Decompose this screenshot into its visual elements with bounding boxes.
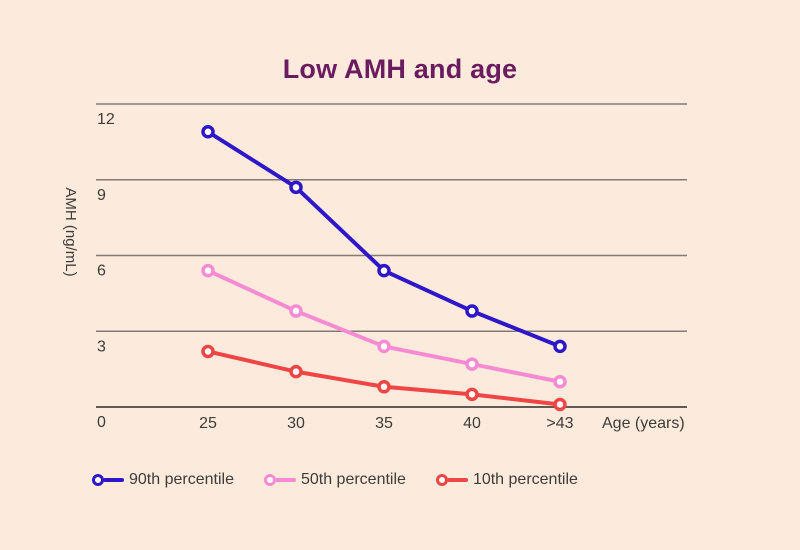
data-point-90th-percentile bbox=[553, 339, 567, 354]
series-line-10th-percentile bbox=[206, 349, 562, 407]
legend-label: 10th percentile bbox=[472, 471, 578, 488]
y-tick-label: 9 bbox=[97, 187, 106, 204]
data-point-50th-percentile bbox=[377, 339, 391, 354]
y-tick-label: 6 bbox=[97, 263, 106, 280]
data-point-90th-percentile bbox=[289, 180, 303, 195]
x-tick-label: >43 bbox=[546, 415, 573, 432]
legend-item-90th-percentile: 90th percentile bbox=[92, 471, 234, 489]
data-point-90th-percentile bbox=[377, 263, 391, 278]
chart-title: Low AMH and age bbox=[282, 54, 518, 84]
legend-item-50th-percentile: 50th percentile bbox=[263, 471, 406, 489]
x-tick-label: 40 bbox=[463, 415, 481, 432]
data-point-50th-percentile bbox=[465, 357, 479, 371]
data-point-10th-percentile bbox=[289, 364, 303, 379]
series-line-90th-percentile bbox=[206, 129, 562, 349]
legend-label: 50th percentile bbox=[300, 471, 406, 488]
data-point-10th-percentile bbox=[553, 397, 567, 412]
y-tick-label: 12 bbox=[97, 111, 115, 128]
data-point-50th-percentile bbox=[289, 304, 303, 318]
line-marker-icon bbox=[435, 474, 468, 486]
x-tick-label: 35 bbox=[375, 415, 393, 432]
x-axis-title: Age (years) bbox=[602, 415, 685, 432]
y-axis-title: AMH (ng/mL) bbox=[62, 187, 79, 276]
data-point-10th-percentile bbox=[377, 380, 391, 394]
data-point-90th-percentile bbox=[201, 125, 215, 139]
legend-item-10th-percentile: 10th percentile bbox=[435, 471, 578, 489]
line-marker-icon bbox=[92, 474, 124, 486]
line-marker-icon bbox=[263, 474, 296, 486]
data-point-50th-percentile bbox=[201, 263, 215, 278]
x-tick-label: 25 bbox=[199, 415, 217, 432]
data-point-10th-percentile bbox=[465, 387, 479, 402]
data-point-10th-percentile bbox=[201, 344, 215, 359]
data-point-50th-percentile bbox=[553, 375, 567, 389]
y-tick-label: 3 bbox=[97, 338, 106, 355]
legend: 90th percentile 50th percentile 10th per… bbox=[92, 471, 578, 489]
data-point-90th-percentile bbox=[465, 304, 479, 318]
y-tick-label: 0 bbox=[97, 414, 106, 431]
legend-label: 90th percentile bbox=[129, 471, 234, 488]
x-tick-label: 30 bbox=[287, 415, 305, 432]
